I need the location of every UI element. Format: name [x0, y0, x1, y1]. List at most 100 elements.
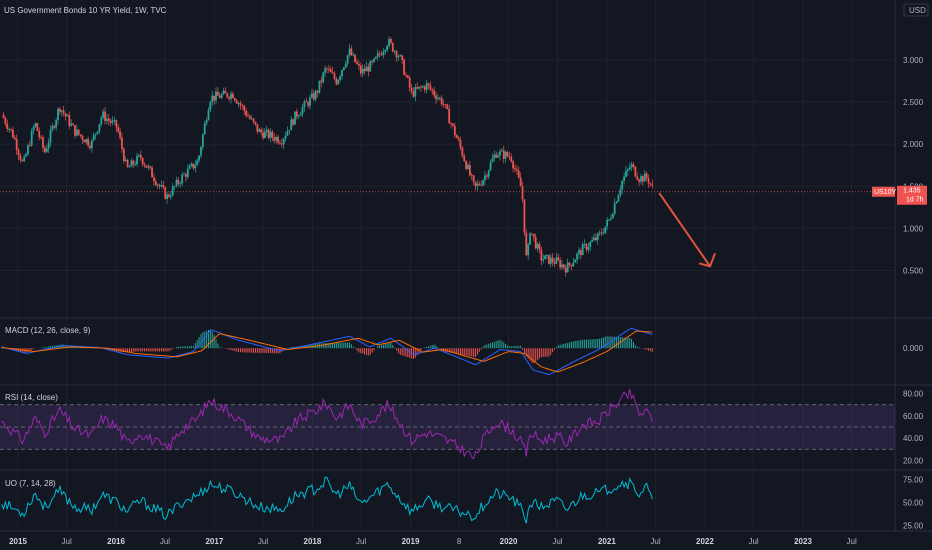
- candle: [489, 159, 492, 172]
- candle: [457, 135, 460, 142]
- candle: [476, 180, 479, 191]
- candle: [262, 128, 264, 141]
- candle: [209, 100, 212, 113]
- candle: [363, 64, 366, 75]
- candle: [200, 145, 202, 159]
- candle: [602, 228, 605, 235]
- candle: [561, 260, 563, 270]
- x-tick-7: Jul: [356, 537, 366, 546]
- candle: [198, 154, 200, 164]
- candle: [538, 241, 541, 254]
- candle: [615, 200, 618, 204]
- candle: [342, 66, 345, 71]
- candle: [429, 81, 432, 92]
- uo-tick-0: 75.00: [903, 476, 924, 485]
- candle: [250, 115, 253, 120]
- candle: [186, 164, 189, 180]
- x-tick-1: Jul: [62, 537, 72, 546]
- candle: [408, 75, 411, 92]
- candle: [399, 54, 402, 57]
- candle: [397, 54, 400, 61]
- candle: [478, 181, 481, 186]
- candle: [237, 101, 240, 108]
- candle: [166, 191, 169, 204]
- candle: [335, 76, 338, 86]
- price-tick-5: 0.500: [903, 267, 924, 276]
- candle: [64, 112, 67, 121]
- x-tick-15: Jul: [748, 537, 758, 546]
- candle: [333, 71, 336, 81]
- candle: [448, 104, 451, 124]
- candle: [113, 116, 116, 125]
- currency-badge[interactable]: [903, 3, 929, 17]
- x-tick-5: Jul: [258, 537, 268, 546]
- candle: [295, 108, 298, 120]
- candle: [27, 143, 29, 156]
- candle: [495, 151, 498, 159]
- candle: [66, 113, 69, 117]
- candle: [15, 134, 18, 156]
- candle: [51, 122, 54, 133]
- candle: [647, 174, 650, 188]
- candle: [497, 152, 499, 159]
- candle: [418, 86, 420, 91]
- price-tick-2: 2.000: [903, 140, 924, 149]
- candle: [585, 242, 588, 253]
- price-candles: [2, 36, 654, 277]
- candle: [243, 104, 246, 115]
- candle: [192, 163, 195, 171]
- candle: [395, 49, 398, 63]
- candle: [393, 49, 396, 55]
- candle: [468, 161, 471, 177]
- candle: [81, 134, 84, 145]
- candle: [164, 186, 167, 200]
- x-tick-6: 2018: [304, 537, 322, 546]
- rsi-tick-1: 60.00: [903, 412, 924, 421]
- candle: [339, 74, 342, 83]
- candle: [544, 255, 546, 260]
- candle: [600, 228, 603, 237]
- candle: [60, 109, 63, 117]
- candle: [442, 99, 445, 109]
- candle: [589, 240, 592, 251]
- candle: [472, 174, 475, 186]
- candle: [11, 126, 14, 139]
- uo-line: [1, 476, 653, 524]
- candle: [596, 232, 599, 245]
- candle: [292, 118, 294, 127]
- candle: [587, 242, 590, 254]
- candle: [149, 165, 152, 170]
- candle: [410, 83, 413, 95]
- macd-line: [1, 327, 653, 376]
- candle: [139, 150, 142, 161]
- candle: [303, 99, 306, 112]
- x-tick-2: 2016: [107, 537, 125, 546]
- candle: [515, 165, 518, 175]
- arrow-shaft: [658, 192, 711, 267]
- candle: [583, 239, 586, 248]
- x-tick-8: 2019: [402, 537, 420, 546]
- candle: [437, 93, 439, 102]
- x-tick-3: Jul: [160, 537, 170, 546]
- candle: [440, 95, 443, 107]
- candle: [143, 162, 146, 169]
- candle: [190, 161, 193, 168]
- candle: [636, 171, 639, 181]
- candle: [263, 127, 266, 139]
- candle: [318, 80, 321, 95]
- candle: [630, 161, 633, 172]
- candle: [378, 50, 381, 58]
- candle: [211, 90, 214, 107]
- candle: [326, 66, 328, 74]
- price-tick-1: 2.500: [903, 98, 924, 107]
- down-arrow-annotation[interactable]: [658, 192, 716, 268]
- candle: [474, 181, 477, 191]
- x-tick-14: 2022: [696, 537, 714, 546]
- candle: [414, 83, 417, 102]
- candle: [608, 219, 610, 222]
- candle: [563, 264, 565, 270]
- rsi-line: [1, 388, 653, 460]
- candle: [83, 139, 86, 143]
- candle: [517, 166, 520, 179]
